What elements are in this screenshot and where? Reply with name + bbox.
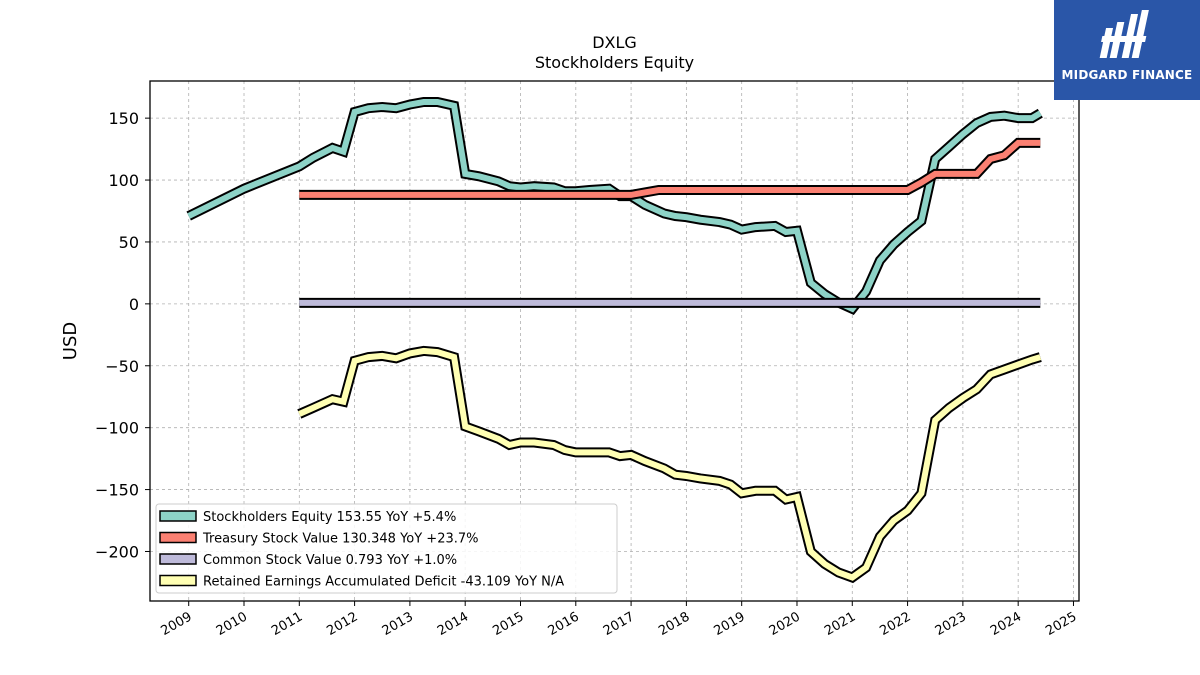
stockholders-equity-line (187, 99, 1042, 313)
legend-swatch-retained-earnings-accumulated-deficit (159, 574, 197, 587)
x-axis: 2009 2010 2011 2012 2013 2014 2015 2016 2017 2018… (159, 601, 1079, 639)
x-tick-label: 2022 (877, 609, 913, 639)
x-tick-label: 2023 (933, 609, 969, 639)
chart-title: DXLG (592, 33, 637, 52)
x-tick-label: 2025 (1043, 609, 1079, 639)
y-tick-label: 50 (119, 233, 139, 252)
brand-name: MIDGARD FINANCE (1061, 68, 1193, 82)
x-tick-label: 2014 (435, 609, 471, 639)
y-tick-label: 0 (129, 295, 139, 314)
y-tick-label: −100 (95, 419, 139, 438)
legend-box (155, 503, 618, 594)
logo-mark-icon (1099, 10, 1149, 58)
y-axis: 150 100 50 0 −50 −100 −150 −200 (95, 109, 150, 561)
legend: Stockholders Equity 153.55 YoY +5.4% Trea… (155, 503, 618, 594)
legend-label-common-stock-value: Common Stock Value 0.793 YoY +1.0% (203, 553, 457, 568)
legend-swatch-common-stock-value (159, 553, 197, 565)
y-tick-label: 150 (108, 109, 139, 128)
brand-logo: MIDGARD FINANCE (1054, 0, 1200, 100)
x-tick-label: 2015 (490, 609, 526, 639)
y-tick-label: 100 (108, 171, 139, 190)
x-tick-label: 2013 (380, 609, 416, 639)
legend-swatch-stockholders-equity (159, 510, 197, 522)
x-tick-label: 2020 (767, 609, 803, 639)
x-tick-label: 2019 (712, 609, 748, 639)
y-tick-label: −50 (105, 357, 139, 376)
x-tick-label: 2016 (546, 609, 582, 639)
x-tick-label: 2012 (324, 609, 360, 639)
x-tick-label: 2021 (822, 609, 858, 639)
stockholders-equity-line-outline (186, 97, 1043, 315)
x-tick-label: 2024 (988, 609, 1024, 639)
treasury-stock-value-line (299, 139, 1041, 198)
retained-earnings-accumulated-deficit-line (298, 347, 1042, 581)
legend-swatch-treasury-stock-value (159, 531, 197, 544)
legend-label-treasury-stock-value: Treasury Stock Value 130.348 YoY +23.7% (202, 532, 479, 547)
legend-label-stockholders-equity: Stockholders Equity 153.55 YoY +5.4% (203, 510, 456, 525)
series-layer (186, 97, 1043, 584)
x-tick-label: 2018 (656, 609, 692, 639)
legend-label-retained-earnings-accumulated-deficit: Retained Earnings Accumulated Deficit -4… (203, 575, 564, 590)
plot-frame (149, 80, 1080, 602)
y-tick-label: −150 (95, 481, 139, 500)
y-tick-label: −200 (95, 542, 139, 561)
x-tick-label: 2009 (159, 609, 195, 639)
x-tick-label: 2010 (214, 609, 250, 639)
y-axis-label: USD (60, 322, 81, 360)
x-tick-label: 2017 (601, 609, 637, 639)
x-tick-label: 2011 (269, 609, 305, 639)
chart-subtitle: Stockholders Equity (535, 53, 694, 72)
